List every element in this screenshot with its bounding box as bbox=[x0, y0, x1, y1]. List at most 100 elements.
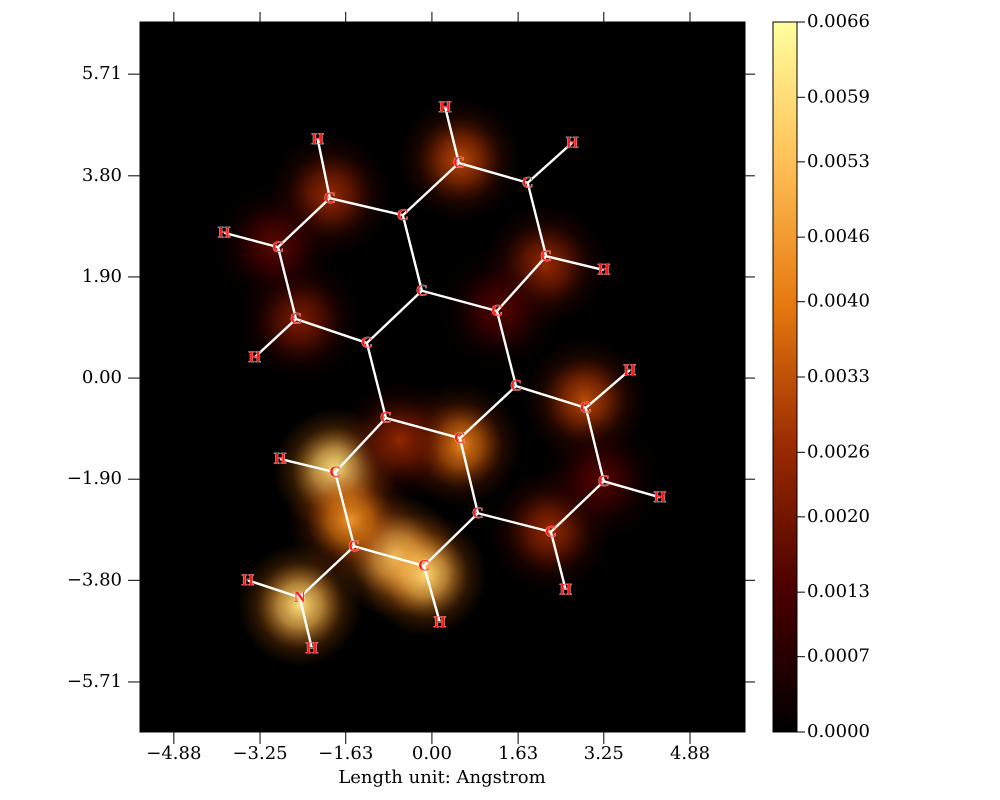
atom-label: C bbox=[416, 282, 428, 299]
bond bbox=[526, 141, 573, 184]
atom-label: H bbox=[306, 640, 319, 657]
atom-label: C bbox=[510, 378, 522, 395]
bond bbox=[223, 231, 279, 249]
atom-label: C bbox=[418, 558, 430, 575]
atom-label: H bbox=[598, 262, 611, 279]
bond bbox=[316, 138, 332, 199]
bond bbox=[421, 289, 498, 313]
colorbar-tick-label: 0.0000 bbox=[807, 721, 870, 742]
bond bbox=[247, 579, 301, 599]
x-tick-label: 0.00 bbox=[412, 743, 452, 764]
atom-label: H bbox=[249, 349, 262, 366]
bond bbox=[402, 162, 460, 217]
colorbar-tick-label: 0.0059 bbox=[807, 86, 870, 107]
bond bbox=[295, 317, 368, 345]
atom-label: H bbox=[242, 572, 255, 589]
plot-frame bbox=[139, 21, 746, 733]
bond bbox=[365, 342, 388, 419]
density-peak bbox=[212, 183, 337, 308]
y-tick-label: 3.80 bbox=[82, 165, 122, 186]
atom-label: N bbox=[294, 589, 306, 606]
atom-label: H bbox=[439, 99, 452, 116]
bond bbox=[585, 369, 631, 409]
x-tick-label: −1.63 bbox=[318, 743, 373, 764]
bond bbox=[253, 318, 297, 359]
density-peak bbox=[538, 418, 663, 543]
colorbar-tick-label: 0.0007 bbox=[807, 646, 870, 667]
bond bbox=[495, 310, 518, 387]
atom-label: C bbox=[491, 303, 503, 320]
atom-label: C bbox=[598, 473, 610, 490]
bond bbox=[333, 471, 356, 547]
atoms: C H C H C H C C C C H C H C H C C C H C H C H C C C C H C N H H C H bbox=[218, 99, 667, 658]
bond bbox=[298, 545, 356, 599]
colorbar-tick-label: 0.0013 bbox=[807, 581, 870, 602]
y-tick-label: 5.71 bbox=[82, 63, 122, 84]
axes: −4.88 −3.25 −1.63 0.00 1.63 3.25 4.88 −5.71 −3.8… bbox=[67, 11, 870, 764]
bond bbox=[443, 106, 461, 164]
atom-label: H bbox=[654, 489, 667, 506]
y-tick-label: 0.00 bbox=[82, 367, 122, 388]
bond bbox=[549, 531, 567, 591]
bond bbox=[458, 437, 480, 514]
atom-label: H bbox=[311, 131, 324, 148]
bond bbox=[603, 480, 661, 499]
bond bbox=[385, 416, 461, 440]
colorbar-tick-label: 0.0026 bbox=[807, 441, 870, 462]
bond bbox=[353, 545, 425, 568]
bond bbox=[477, 512, 552, 534]
bond bbox=[298, 597, 314, 649]
bond bbox=[334, 417, 387, 474]
x-tick-label: 3.25 bbox=[584, 743, 624, 764]
colorbar bbox=[773, 22, 797, 732]
colorbar-tick-label: 0.0033 bbox=[807, 366, 870, 387]
x-tick-label: 4.88 bbox=[670, 743, 710, 764]
x-tick-label: −4.88 bbox=[146, 743, 201, 764]
bond bbox=[526, 182, 548, 257]
atom-label: H bbox=[566, 134, 579, 151]
atom-label: H bbox=[434, 614, 447, 631]
atom-label: C bbox=[397, 207, 409, 224]
bonds bbox=[223, 106, 661, 649]
atom-label: C bbox=[348, 538, 360, 555]
atom-label: C bbox=[272, 239, 284, 256]
atom-label: C bbox=[361, 335, 373, 352]
bond bbox=[276, 246, 298, 320]
atom-label: C bbox=[329, 464, 341, 481]
atom-label: C bbox=[454, 430, 466, 447]
bond bbox=[459, 385, 517, 440]
atom-label: C bbox=[540, 248, 552, 265]
bond bbox=[366, 289, 423, 344]
atom-label: C bbox=[324, 190, 336, 207]
atom-label: C bbox=[290, 311, 302, 328]
atom-label: C bbox=[580, 400, 592, 417]
atom-label: H bbox=[559, 582, 572, 599]
colorbar-tick-label: 0.0053 bbox=[807, 151, 870, 172]
bond bbox=[550, 480, 605, 533]
density-peak bbox=[438, 247, 563, 372]
atom-label: C bbox=[453, 155, 465, 172]
x-axis-label: Length unit: Angstrom bbox=[338, 767, 545, 788]
bond bbox=[496, 255, 548, 312]
density-peak bbox=[338, 378, 463, 503]
atom-label: C bbox=[545, 524, 557, 541]
bond bbox=[329, 197, 404, 217]
x-tick-label: 1.63 bbox=[498, 743, 538, 764]
bond bbox=[277, 197, 331, 249]
atom-label: H bbox=[218, 224, 231, 241]
x-tick-label: −3.25 bbox=[232, 743, 287, 764]
colorbar-tick-label: 0.0040 bbox=[807, 291, 870, 312]
bond bbox=[279, 457, 336, 474]
bond bbox=[584, 407, 605, 482]
atom-label: H bbox=[623, 362, 636, 379]
atom-label: C bbox=[472, 505, 484, 522]
colorbar-tick-label: 0.0066 bbox=[807, 11, 870, 32]
atom-label: C bbox=[380, 410, 392, 427]
bond bbox=[401, 214, 424, 292]
y-tick-label: −5.71 bbox=[67, 671, 122, 692]
bond bbox=[545, 255, 605, 272]
y-tick-label: −1.90 bbox=[67, 468, 122, 489]
bond bbox=[515, 384, 587, 410]
atom-label: C bbox=[522, 174, 534, 191]
